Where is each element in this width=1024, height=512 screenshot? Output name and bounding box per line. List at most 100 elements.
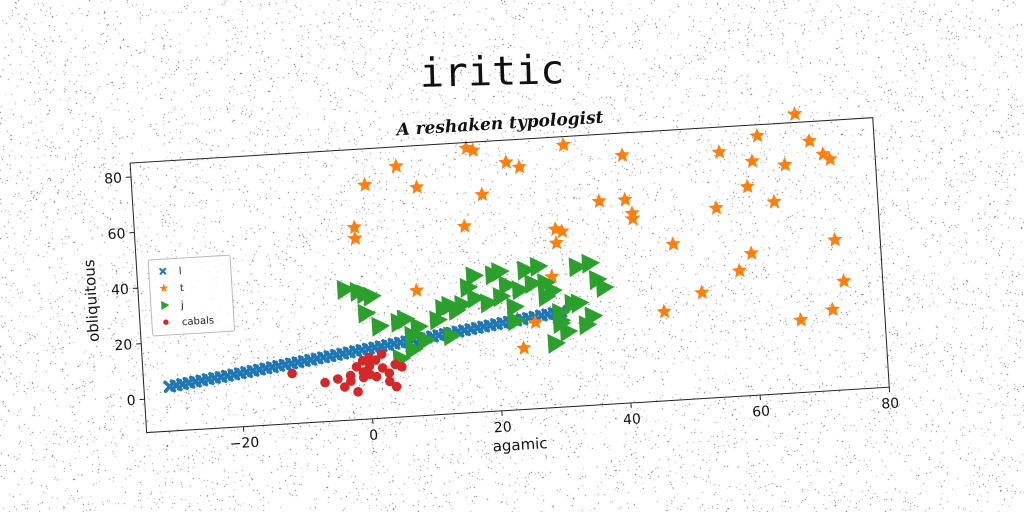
x-tick-label-4: 60 bbox=[752, 404, 771, 421]
point-t-3 bbox=[346, 219, 362, 235]
point-t-25 bbox=[711, 144, 727, 159]
point-t-39 bbox=[793, 312, 809, 327]
point-t-9 bbox=[498, 154, 514, 170]
legend-marker-t bbox=[159, 283, 169, 293]
point-t-24 bbox=[708, 200, 724, 215]
point-cabals-17 bbox=[339, 382, 350, 392]
point-t-8 bbox=[474, 186, 490, 202]
point-t-22 bbox=[665, 236, 681, 251]
axes-frame bbox=[129, 117, 890, 434]
point-j-48 bbox=[547, 333, 566, 354]
point-t-32 bbox=[777, 156, 793, 172]
point-cabals-1 bbox=[320, 377, 330, 388]
point-j-39 bbox=[570, 293, 590, 314]
point-cabals-16 bbox=[397, 361, 407, 372]
point-t-33 bbox=[787, 106, 803, 121]
point-t-26 bbox=[731, 262, 747, 278]
point-j-12 bbox=[417, 330, 437, 351]
point-t-14 bbox=[554, 223, 570, 239]
point-j-42 bbox=[581, 253, 600, 274]
point-t-2 bbox=[409, 179, 425, 195]
legend-label-j: j bbox=[180, 300, 184, 311]
point-cabals-20 bbox=[385, 376, 395, 387]
point-cabals-9 bbox=[364, 361, 375, 371]
point-j-44 bbox=[588, 270, 608, 290]
point-t-30 bbox=[749, 127, 765, 143]
point-j-26 bbox=[498, 275, 518, 296]
point-t-36 bbox=[822, 151, 838, 167]
legend-label-cabals: cabals bbox=[182, 315, 215, 328]
point-j-0 bbox=[336, 279, 356, 300]
point-j-29 bbox=[516, 260, 536, 281]
point-j-18 bbox=[454, 294, 473, 315]
point-t-7 bbox=[456, 218, 473, 234]
point-j-27 bbox=[506, 297, 525, 318]
point-t-17 bbox=[591, 193, 607, 209]
point-t-41 bbox=[548, 235, 564, 250]
point-t-20 bbox=[624, 210, 641, 226]
point-j-22 bbox=[480, 293, 499, 314]
point-t-42 bbox=[516, 340, 532, 355]
point-j-11 bbox=[404, 325, 423, 346]
point-j-25 bbox=[492, 287, 512, 308]
legend: ltj cabals bbox=[147, 254, 235, 337]
point-cabals-4 bbox=[346, 376, 356, 386]
point-t-1 bbox=[388, 158, 404, 174]
point-t-31 bbox=[766, 193, 782, 209]
point-t-12 bbox=[527, 314, 543, 330]
y-tick-label-1: 20 bbox=[114, 337, 133, 354]
point-j-13 bbox=[429, 310, 448, 331]
point-t-6 bbox=[465, 142, 481, 158]
chart-subtitle: A reshaken typologist bbox=[394, 108, 604, 141]
point-t-0 bbox=[357, 177, 373, 192]
x-axis-label: agamic bbox=[492, 434, 548, 455]
point-j-21 bbox=[466, 288, 486, 309]
y-tick-label-2: 40 bbox=[111, 282, 130, 299]
point-j-28 bbox=[507, 311, 526, 332]
point-j-35 bbox=[544, 281, 563, 302]
point-t-10 bbox=[511, 159, 527, 174]
point-t-27 bbox=[743, 245, 759, 261]
point-cabals-0 bbox=[287, 368, 297, 379]
y-axis-ticks: 0 20 40 60 80 bbox=[104, 171, 145, 410]
plot-area: −20 0 20 40 60 80 0 20 40 60 80 agamic obliquitou… bbox=[80, 106, 900, 455]
point-j-31 bbox=[524, 273, 543, 294]
legend-label-t: t bbox=[180, 283, 185, 294]
point-cabals-22 bbox=[357, 356, 368, 366]
point-j-20 bbox=[465, 266, 485, 287]
point-t-16 bbox=[614, 147, 630, 163]
point-t-4 bbox=[347, 230, 363, 246]
point-j-3 bbox=[363, 286, 382, 307]
x-tick-label-1: 0 bbox=[369, 427, 379, 444]
point-cabals-19 bbox=[365, 369, 375, 380]
x-tick-label-0: −20 bbox=[229, 435, 259, 453]
point-t-18 bbox=[617, 191, 633, 207]
point-j-40 bbox=[578, 315, 598, 336]
point-t-15 bbox=[555, 136, 571, 152]
data-marks bbox=[163, 106, 852, 397]
x-tick-label-3: 40 bbox=[623, 411, 642, 428]
point-j-5 bbox=[371, 316, 390, 337]
point-cabals-18 bbox=[353, 386, 363, 397]
y-tick-label-0: 0 bbox=[126, 393, 136, 410]
point-cabals-10 bbox=[370, 355, 381, 365]
point-t-40 bbox=[827, 231, 843, 247]
chart-title: iritic bbox=[419, 47, 565, 97]
point-cabals-5 bbox=[351, 361, 362, 372]
x-tick-label-2: 20 bbox=[493, 419, 512, 436]
point-t-23 bbox=[694, 284, 710, 300]
point-t-37 bbox=[836, 273, 852, 288]
y-tick-label-3: 60 bbox=[107, 226, 126, 243]
legend-marker-l bbox=[159, 267, 167, 275]
point-t-11 bbox=[408, 282, 425, 298]
point-t-43 bbox=[544, 268, 560, 284]
legend-marker-j bbox=[161, 300, 170, 310]
point-j-4 bbox=[357, 303, 377, 324]
legend-box bbox=[147, 254, 235, 337]
point-t-21 bbox=[656, 303, 672, 319]
legend-marker-cabals bbox=[163, 319, 169, 325]
point-t-38 bbox=[824, 301, 841, 317]
point-j-19 bbox=[459, 277, 479, 298]
y-axis-label: obliquitous bbox=[80, 259, 103, 343]
